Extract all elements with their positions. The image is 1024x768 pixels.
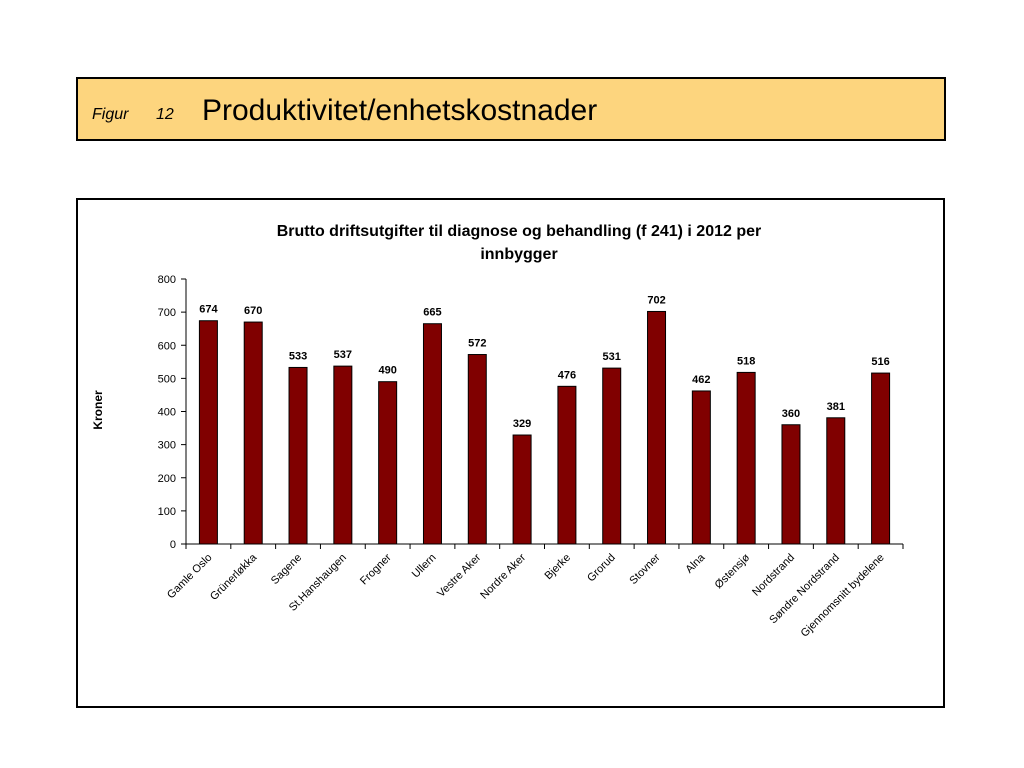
x-tick-label: Bjerke: [542, 552, 573, 583]
data-label: 665: [423, 307, 441, 319]
data-label: 674: [199, 304, 218, 316]
y-tick-label: 0: [170, 539, 176, 551]
x-tick-label: Grorud: [585, 552, 618, 585]
bar: [422, 323, 442, 545]
x-tick-label: Gamle Oslo: [165, 552, 215, 602]
data-label: 490: [378, 365, 396, 377]
bar: [333, 365, 353, 545]
x-tick-label: Nordstrand: [750, 552, 797, 599]
bar: [512, 434, 532, 545]
y-tick-label: 800: [158, 274, 176, 286]
figure-number: 12: [156, 106, 174, 123]
data-label: 572: [468, 338, 486, 350]
data-label: 381: [827, 401, 845, 413]
chart-title-line-1: Brutto driftsutgifter til diagnose og be…: [277, 223, 761, 240]
bar: [691, 390, 711, 545]
bar: [557, 385, 577, 545]
y-axis-label: Kroner: [91, 390, 105, 430]
page-title: Produktivitet/enhetskostnader: [202, 94, 598, 127]
x-tick-label: Stovner: [627, 551, 663, 587]
y-tick-label: 200: [158, 473, 176, 485]
x-tick-label: Vestre Aker: [435, 551, 483, 599]
x-tick-label: Alna: [683, 551, 708, 576]
chart-title-line-2: innbygger: [480, 246, 557, 263]
data-label: 533: [289, 350, 307, 362]
figure-header: Figur 12 Produktivitet/enhetskostnader: [76, 77, 946, 141]
bar: [467, 354, 487, 545]
data-label: 531: [603, 351, 621, 363]
data-label: 329: [513, 418, 531, 430]
y-tick-label: 400: [158, 407, 176, 419]
y-tick-label: 600: [158, 340, 176, 352]
y-tick-label: 500: [158, 373, 176, 385]
bar: [602, 367, 622, 545]
figure-label: Figur: [92, 106, 129, 123]
data-label: 518: [737, 355, 755, 367]
x-tick-label: Nordre Aker: [478, 551, 528, 601]
data-label: 670: [244, 305, 262, 317]
data-label: 702: [647, 294, 665, 306]
bar: [736, 371, 756, 545]
bar: [378, 381, 398, 545]
data-label: 476: [558, 369, 576, 381]
x-tick-label: Sagene: [269, 552, 304, 587]
bar: [781, 424, 801, 545]
x-tick-label: Ullern: [410, 552, 439, 581]
x-tick-label: Gjennomsnitt bydelene: [799, 552, 887, 640]
x-tick-label: Frogner: [358, 551, 394, 587]
bar: [243, 321, 263, 545]
data-label: 462: [692, 374, 710, 386]
bar: [198, 320, 218, 545]
y-tick-label: 700: [158, 307, 176, 319]
bars: [198, 310, 891, 545]
bar: [826, 417, 846, 545]
bar: [647, 310, 667, 545]
y-tick-label: 300: [158, 440, 176, 452]
x-tick-label: Østensjø: [713, 551, 753, 591]
data-label: 516: [871, 356, 889, 368]
bar: [288, 366, 308, 545]
y-tick-label: 100: [158, 506, 176, 518]
data-label: 537: [334, 349, 352, 361]
data-label: 360: [782, 408, 800, 420]
x-tick-label: Grünerløkka: [208, 551, 260, 603]
bar: [871, 372, 891, 545]
